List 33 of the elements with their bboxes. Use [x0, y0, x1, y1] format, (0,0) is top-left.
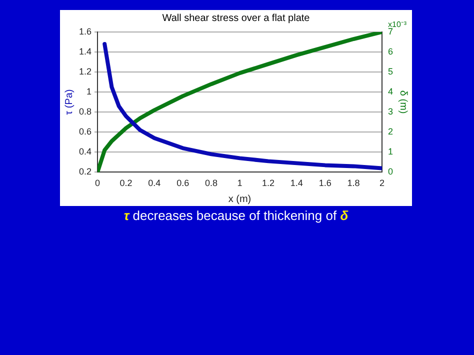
y2-tick-label: 3 — [388, 106, 394, 117]
y-tick-label: 0.4 — [78, 146, 92, 157]
x-tick-label: 0 — [95, 178, 100, 188]
x-tick-label: 0.6 — [176, 178, 190, 188]
x-tick-label: 0.2 — [120, 178, 132, 188]
y-tick-label: 0.8 — [78, 106, 92, 117]
y-tick-label: 0.2 — [78, 166, 92, 177]
x-tick-label: 1.6 — [318, 178, 332, 188]
x-tick-label: 1.2 — [262, 178, 274, 188]
y2-tick-label: 5 — [388, 66, 394, 77]
x-tick-label: 2 — [379, 178, 384, 188]
x-tick-label: 1.8 — [347, 178, 360, 188]
x-tick-label: 0.4 — [148, 178, 161, 188]
y-tick-label: 1.2 — [78, 66, 92, 77]
y2-tick-label: 6 — [388, 46, 394, 57]
y-tick-label: 1 — [86, 86, 92, 97]
y2-tick-label: 2 — [388, 126, 394, 137]
chart-title: Wall shear stress over a flat plate — [162, 12, 310, 24]
x-tick-label: 1 — [237, 178, 242, 188]
x-tick-label: 0.8 — [205, 178, 218, 188]
y-axis-title: τ (Pa) — [64, 89, 75, 115]
y2-tick-label: 1 — [388, 146, 394, 157]
text: τ decreases because of thickening of δ — [122, 208, 350, 223]
y2-tick-label: 7 — [388, 26, 394, 36]
x-tick-label: 1.4 — [290, 178, 303, 188]
x-axis-title: x (m) — [228, 194, 252, 205]
text: x10⁻³ — [388, 20, 407, 29]
y-tick-label: 1.6 — [78, 26, 92, 36]
y-tick-label: 0.6 — [78, 126, 92, 137]
y-tick-label: 1.4 — [78, 46, 92, 57]
y2-tick-label: 4 — [388, 86, 394, 97]
y2-axis-title: δ (m) — [397, 90, 408, 114]
y2-tick-label: 0 — [388, 166, 394, 177]
